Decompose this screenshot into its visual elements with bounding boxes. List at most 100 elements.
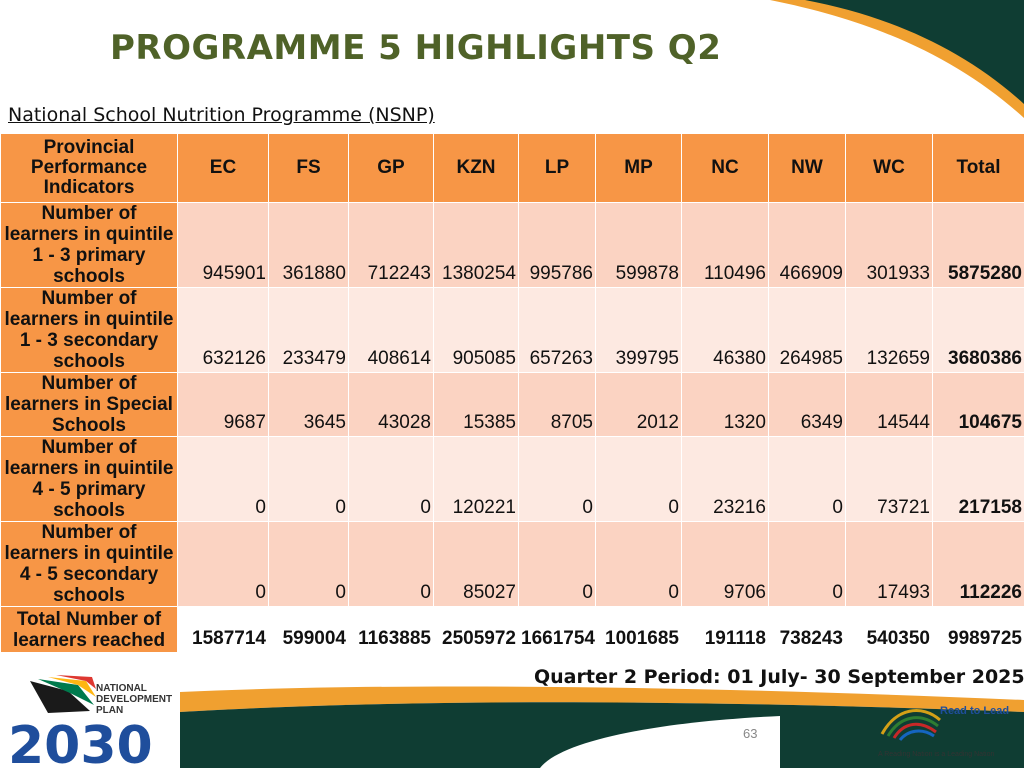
bottom-orange-swoosh (180, 686, 1024, 712)
cell-ec: 945901 (177, 202, 269, 288)
read-to-lead-logo: Read to Lead A Reading Nation is a Leadi… (878, 705, 1009, 758)
cell-total: 104675 (932, 372, 1024, 437)
cell-fs: 361880 (268, 202, 349, 288)
cell-gp: 0 (348, 436, 434, 522)
cell-ec: 0 (177, 521, 269, 607)
cell-mp: 2012 (595, 372, 682, 437)
cell-gp: 408614 (348, 287, 434, 373)
cell-nc: 9706 (681, 521, 769, 607)
ndp-year: 2030 (8, 716, 153, 765)
cell-fs: 0 (268, 521, 349, 607)
cell-fs: 233479 (268, 287, 349, 373)
cell-gp: 1163885 (348, 606, 434, 653)
rtl-name: Read to Lead (940, 705, 1009, 717)
header-indicator: Provincial Performance Indicators (0, 133, 178, 203)
cell-wc: 132659 (845, 287, 933, 373)
row-label: Number of learners in quintile 4 - 5 sec… (0, 521, 178, 607)
row-label: Number of learners in Special Schools (0, 372, 178, 437)
cell-nc: 46380 (681, 287, 769, 373)
cell-fs: 599004 (268, 606, 349, 653)
cell-ec: 0 (177, 436, 269, 522)
cell-nc: 1320 (681, 372, 769, 437)
cell-nc: 110496 (681, 202, 769, 288)
header-nc: NC (681, 133, 769, 203)
cell-lp: 8705 (518, 372, 596, 437)
cell-kzn: 120221 (433, 436, 519, 522)
cell-mp: 0 (595, 436, 682, 522)
cell-nc: 191118 (681, 606, 769, 653)
header-total: Total (932, 133, 1024, 203)
table-row-total: Total Number of learners reached 1587714… (0, 606, 1024, 653)
header-nw: NW (768, 133, 846, 203)
header-kzn: KZN (433, 133, 519, 203)
page-title: PROGRAMME 5 HIGHLIGHTS Q2 (110, 28, 722, 68)
bottom-green-swoosh (180, 702, 1024, 768)
book-arcs-icon (880, 709, 941, 742)
cell-kzn: 1380254 (433, 202, 519, 288)
cell-nw: 264985 (768, 287, 846, 373)
row-label: Number of learners in quintile 1 - 3 sec… (0, 287, 178, 373)
header-gp: GP (348, 133, 434, 203)
cell-mp: 599878 (595, 202, 682, 288)
table-row: Number of learners in Special Schools 96… (0, 372, 1024, 437)
cell-nw: 738243 (768, 606, 846, 653)
cell-mp: 399795 (595, 287, 682, 373)
cell-nw: 6349 (768, 372, 846, 437)
header-mp: MP (595, 133, 682, 203)
ndp-line1: NATIONAL (96, 683, 147, 694)
cell-wc: 73721 (845, 436, 933, 522)
cell-ec: 9687 (177, 372, 269, 437)
cell-lp: 0 (518, 436, 596, 522)
table-header-row: Provincial Performance Indicators EC FS … (0, 133, 1024, 203)
table-row: Number of learners in quintile 4 - 5 pri… (0, 436, 1024, 522)
cell-kzn: 85027 (433, 521, 519, 607)
cell-kzn: 15385 (433, 372, 519, 437)
cell-gp: 0 (348, 521, 434, 607)
ndp-line2: DEVELOPMENT (96, 694, 172, 705)
cell-nw: 0 (768, 521, 846, 607)
sa-flag-emblem (30, 675, 96, 713)
quarter-period: Quarter 2 Period: 01 July- 30 September … (534, 666, 1024, 688)
table-row: Number of learners in quintile 4 - 5 sec… (0, 521, 1024, 607)
cell-fs: 0 (268, 436, 349, 522)
cell-total: 217158 (932, 436, 1024, 522)
header-lp: LP (518, 133, 596, 203)
header-fs: FS (268, 133, 349, 203)
cell-fs: 3645 (268, 372, 349, 437)
cell-total: 112226 (932, 521, 1024, 607)
cell-wc: 17493 (845, 521, 933, 607)
cell-nc: 23216 (681, 436, 769, 522)
bottom-white-card (540, 716, 780, 768)
cell-mp: 0 (595, 521, 682, 607)
cell-mp: 1001685 (595, 606, 682, 653)
row-label: Total Number of learners reached (0, 606, 178, 653)
cell-lp: 0 (518, 521, 596, 607)
cell-wc: 14544 (845, 372, 933, 437)
cell-wc: 540350 (845, 606, 933, 653)
top-right-green-swoosh (805, 0, 1024, 104)
cell-kzn: 2505972 (433, 606, 519, 653)
header-ec: EC (177, 133, 269, 203)
cell-nw: 466909 (768, 202, 846, 288)
table-row: Number of learners in quintile 1 - 3 sec… (0, 287, 1024, 373)
cell-total: 5875280 (932, 202, 1024, 288)
ndp-2030-logo: NATIONAL DEVELOPMENT PLAN 2030 (8, 675, 172, 765)
table-subtitle: National School Nutrition Programme (NSN… (8, 104, 435, 126)
cell-nw: 0 (768, 436, 846, 522)
table-row: Number of learners in quintile 1 - 3 pri… (0, 202, 1024, 288)
cell-lp: 995786 (518, 202, 596, 288)
cell-total: 9989725 (932, 606, 1024, 653)
cell-wc: 301933 (845, 202, 933, 288)
rtl-tagline: A Reading Nation is a Leading Nation (878, 751, 994, 758)
nsnp-table: Provincial Performance Indicators EC FS … (0, 133, 1024, 653)
cell-lp: 657263 (518, 287, 596, 373)
cell-total: 3680386 (932, 287, 1024, 373)
header-wc: WC (845, 133, 933, 203)
cell-gp: 43028 (348, 372, 434, 437)
cell-ec: 1587714 (177, 606, 269, 653)
cell-kzn: 905085 (433, 287, 519, 373)
page-number: 63 (743, 726, 758, 741)
cell-lp: 1661754 (518, 606, 596, 653)
row-label: Number of learners in quintile 4 - 5 pri… (0, 436, 178, 522)
